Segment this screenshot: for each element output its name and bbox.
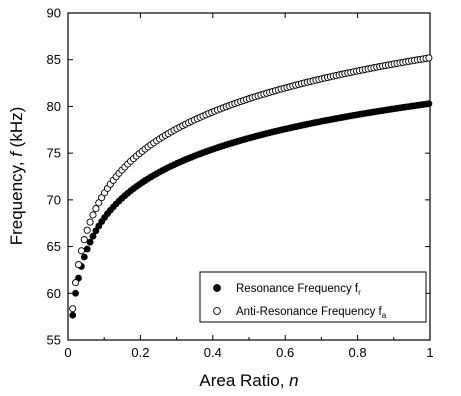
y-tick-label: 90 (47, 6, 61, 21)
antiresonance-point (89, 211, 97, 219)
resonance-point (425, 100, 433, 108)
x-axis-title: Area Ratio, n (199, 371, 298, 390)
legend-label-antiresonance: Anti-Resonance Frequency fa (236, 306, 387, 320)
x-tick-label: 0.4 (204, 345, 222, 360)
resonance-point (89, 232, 97, 240)
x-tick-label: 1 (426, 345, 433, 360)
antiresonance-point (95, 199, 103, 207)
y-axis-title-unit: (kHz) (7, 107, 26, 148)
antiresonance-point (77, 247, 85, 255)
series-layer (69, 54, 433, 319)
legend-marker-antiresonance (213, 307, 221, 315)
legend-label-resonance: Resonance Frequency fr (236, 283, 361, 297)
x-axis-title-text: Area Ratio, (199, 371, 284, 390)
antiresonance-point (425, 54, 433, 62)
antiresonance-point (72, 279, 80, 287)
x-tick-label: 0.8 (349, 345, 367, 360)
x-axis-ticks: 0 0.2 0.4 0.6 0.8 1 (64, 13, 434, 360)
antiresonance-point (92, 205, 100, 213)
x-tick-label: 0 (64, 345, 71, 360)
antiresonance-point (74, 261, 83, 269)
x-axis-title-italic: n (289, 371, 298, 390)
x-tick-label: 0.6 (276, 345, 294, 360)
y-tick-label: 75 (47, 146, 61, 161)
legend-box (199, 271, 427, 323)
antiresonance-point (83, 226, 91, 234)
resonance-point (80, 253, 88, 261)
y-axis-title-italic: f (7, 150, 26, 157)
y-tick-label: 80 (47, 99, 61, 114)
y-tick-label: 65 (47, 239, 61, 254)
antiresonance-point (86, 218, 94, 226)
y-tick-label: 55 (47, 333, 61, 348)
y-axis-ticks: 55 60 65 70 75 80 85 90 (47, 6, 430, 348)
y-tick-label: 85 (47, 52, 61, 67)
y-tick-label: 60 (47, 286, 61, 301)
resonance-point (86, 238, 94, 246)
antiresonance-point (80, 236, 88, 244)
x-tick-label: 0.2 (131, 345, 149, 360)
y-axis-title-text: Frequency, (7, 162, 26, 246)
legend: Resonance Frequency fr Anti-Resonance Fr… (199, 271, 427, 323)
legend-marker-resonance (213, 284, 221, 292)
y-tick-label: 70 (47, 192, 61, 207)
antiresonance-point (69, 305, 77, 313)
resonance-point (72, 289, 79, 297)
resonance-point (69, 311, 77, 319)
resonance-point (83, 245, 91, 253)
y-axis-title: Frequency, f (kHz) (7, 107, 26, 246)
